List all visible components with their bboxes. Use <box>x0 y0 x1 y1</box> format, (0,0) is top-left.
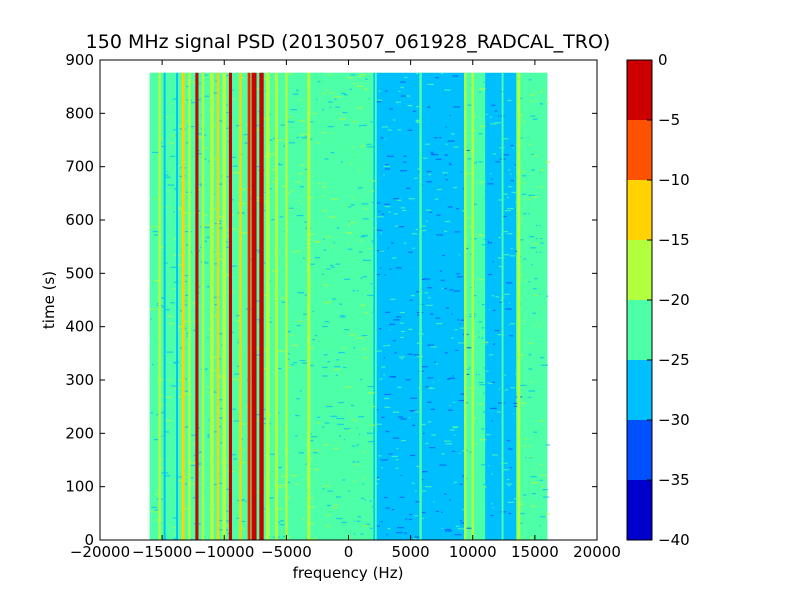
y-tick-label: 300 <box>65 371 94 389</box>
colorbar-segment <box>627 60 652 120</box>
spectral-line-23 <box>464 72 467 541</box>
spectral-line-26 <box>501 72 504 541</box>
heatmap-band-4 <box>485 72 517 541</box>
spectral-line-25 <box>476 72 479 541</box>
heatmap-band-3 <box>466 72 486 541</box>
spectral-line-19 <box>320 72 323 541</box>
x-tick-label: −5000 <box>261 543 312 561</box>
x-axis-ticks: −20000 −15000 −10000 −5000 0 5000 10000 15000 20… <box>70 60 621 561</box>
spectral-line-28 <box>526 72 529 541</box>
x-tick-label: −10000 <box>194 543 254 561</box>
x-tick-label: 15000 <box>511 543 559 561</box>
spectral-line-0 <box>158 72 161 541</box>
colorbar-segment <box>627 300 652 360</box>
x-axis-label: frequency (Hz) <box>293 564 404 582</box>
colorbar-tick-label: −5 <box>658 111 680 129</box>
spectral-line-11 <box>239 72 242 541</box>
spectral-line-6 <box>201 72 205 541</box>
x-tick-label: 5000 <box>392 543 430 561</box>
spectral-line-15 <box>265 72 270 541</box>
y-tick-label: 900 <box>65 51 94 69</box>
spectral-line-29 <box>537 72 540 541</box>
spectral-line-8 <box>216 72 220 541</box>
y-tick-label: 500 <box>65 264 94 282</box>
spectral-line-24 <box>471 72 474 541</box>
y-tick-label: 100 <box>65 478 94 496</box>
colorbar-tick-label: −30 <box>658 411 690 429</box>
y-axis-ticks: 0 100 200 300 400 500 600 700 800 900 <box>65 51 597 549</box>
y-tick-label: 0 <box>84 531 94 549</box>
y-tick-label: 800 <box>65 104 94 122</box>
y-axis-label: time (s) <box>40 271 58 329</box>
colorbar: −40 −35 −30 −25 −20 −15 −10 −5 0 <box>626 51 690 549</box>
colorbar-segment <box>627 180 652 240</box>
spectral-line-21 <box>374 72 377 541</box>
colorbar-tick-label: −20 <box>658 291 690 309</box>
spectral-line-16 <box>274 72 278 541</box>
colorbar-tick-label: −40 <box>658 531 690 549</box>
spectral-line-18 <box>307 72 311 541</box>
y-tick-label: 700 <box>65 158 94 176</box>
x-tick-label: 0 <box>344 543 354 561</box>
colorbar-segment <box>627 480 652 540</box>
spectral-line-3 <box>181 72 185 541</box>
colorbar-segment <box>627 360 652 420</box>
x-tick-label: −20000 <box>70 543 130 561</box>
y-tick-label: 600 <box>65 211 94 229</box>
spectral-line-20 <box>355 72 357 541</box>
colorbar-tick-label: −10 <box>658 171 690 189</box>
spectral-line-22 <box>419 72 422 541</box>
spectral-line-7 <box>209 72 214 541</box>
colorbar-tick-label: −35 <box>658 471 690 489</box>
spectral-line-4 <box>188 72 191 541</box>
x-tick-label: −15000 <box>132 543 192 561</box>
y-tick-label: 400 <box>65 318 94 336</box>
colorbar-segment <box>627 120 652 180</box>
spectral-line-1 <box>163 72 166 541</box>
colorbar-tick-label: −15 <box>658 231 690 249</box>
x-tick-label: 20000 <box>573 543 621 561</box>
y-tick-label: 200 <box>65 424 94 442</box>
colorbar-tick-label: 0 <box>658 51 668 69</box>
heatmap-band-5 <box>516 72 548 541</box>
colorbar-tick-label: −25 <box>658 351 690 369</box>
spectral-line-27 <box>517 72 521 541</box>
heatmap-plot <box>149 72 551 541</box>
colorbar-segment <box>627 240 652 300</box>
spectral-line-17 <box>285 72 288 541</box>
spectral-line-9 <box>222 72 227 541</box>
chart-title: 150 MHz signal PSD (20130507_061928_RADC… <box>86 31 611 53</box>
colorbar-segment <box>627 420 652 480</box>
spectral-line-2 <box>176 72 178 541</box>
x-tick-label: 10000 <box>449 543 497 561</box>
